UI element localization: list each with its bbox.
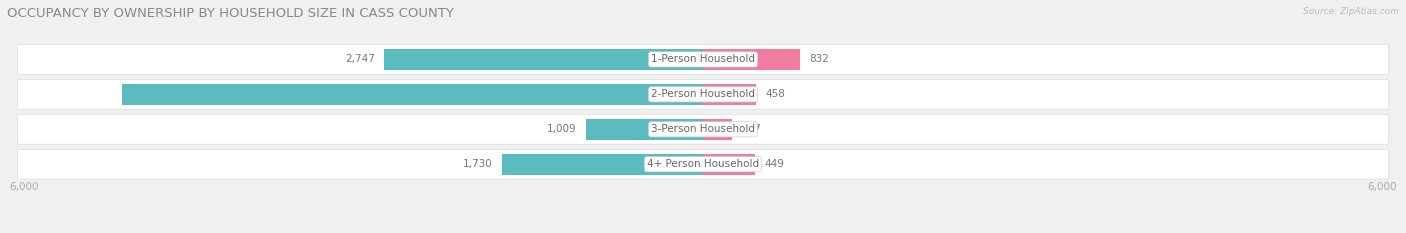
FancyBboxPatch shape: [17, 149, 1389, 179]
Text: 6,000: 6,000: [10, 182, 39, 192]
Bar: [384, 49, 703, 70]
Bar: [703, 49, 800, 70]
Text: 1-Person Household: 1-Person Household: [651, 55, 755, 64]
Text: OCCUPANCY BY OWNERSHIP BY HOUSEHOLD SIZE IN CASS COUNTY: OCCUPANCY BY OWNERSHIP BY HOUSEHOLD SIZE…: [7, 7, 454, 20]
Text: 2-Person Household: 2-Person Household: [651, 89, 755, 99]
Bar: [586, 119, 703, 140]
Text: 458: 458: [765, 89, 786, 99]
FancyBboxPatch shape: [17, 114, 1389, 144]
Bar: [703, 119, 731, 140]
Bar: [703, 84, 756, 105]
FancyBboxPatch shape: [17, 79, 1389, 109]
Text: 832: 832: [808, 55, 828, 64]
FancyBboxPatch shape: [17, 45, 1389, 74]
Bar: [122, 84, 703, 105]
Text: 4+ Person Household: 4+ Person Household: [647, 159, 759, 169]
Text: 5,010: 5,010: [689, 89, 723, 99]
Bar: [703, 154, 755, 175]
Text: 1,009: 1,009: [547, 124, 576, 134]
Text: 2,747: 2,747: [346, 55, 375, 64]
Text: 247: 247: [741, 124, 761, 134]
Text: 3-Person Household: 3-Person Household: [651, 124, 755, 134]
Text: Source: ZipAtlas.com: Source: ZipAtlas.com: [1303, 7, 1399, 16]
Text: 449: 449: [765, 159, 785, 169]
Bar: [502, 154, 703, 175]
Legend: Owner-occupied, Renter-occupied: Owner-occupied, Renter-occupied: [593, 231, 813, 233]
Text: 6,000: 6,000: [1367, 182, 1396, 192]
Text: 1,730: 1,730: [464, 159, 494, 169]
